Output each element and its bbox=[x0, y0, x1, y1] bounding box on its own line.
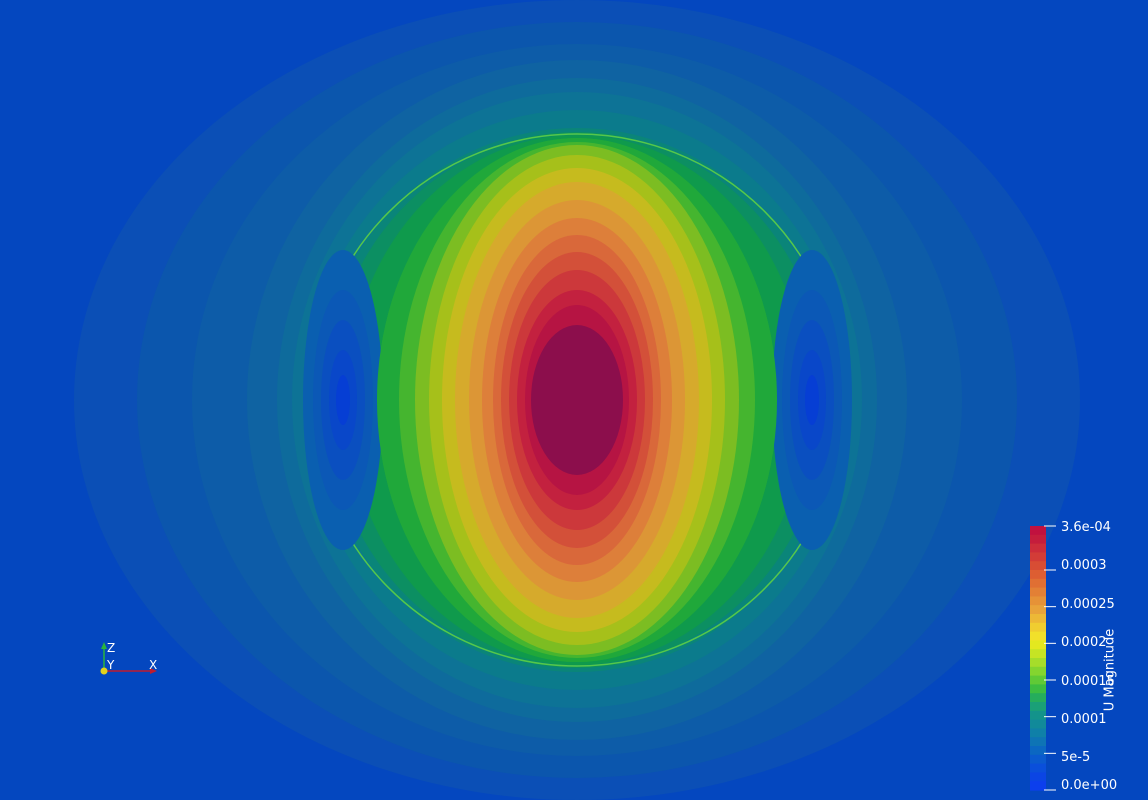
legend-band-0 bbox=[1030, 526, 1046, 536]
legend-band-22 bbox=[1030, 719, 1046, 729]
legend-band-21 bbox=[1030, 710, 1046, 721]
legend-band-1 bbox=[1030, 534, 1046, 545]
orientation-axes-arrows bbox=[100, 642, 157, 675]
color-legend: 3.6e-04 0.0003 0.00025 0.0002 0.00015 0.… bbox=[1028, 520, 1148, 795]
legend-tick-0.00025: 0.00025 bbox=[1061, 597, 1115, 612]
legend-band-23 bbox=[1030, 728, 1046, 738]
legend-band-25 bbox=[1030, 746, 1046, 756]
orientation-axes: Z Y X bbox=[95, 638, 165, 683]
legend-band-5 bbox=[1030, 570, 1046, 580]
legend-band-14 bbox=[1030, 649, 1046, 659]
core-band-23 bbox=[531, 325, 623, 475]
color-legend-bar bbox=[1030, 525, 1056, 791]
left-vortex-band-4 bbox=[336, 375, 350, 425]
legend-band-7 bbox=[1030, 587, 1046, 597]
legend-band-26 bbox=[1030, 754, 1046, 765]
legend-band-13 bbox=[1030, 640, 1046, 650]
legend-band-18 bbox=[1030, 684, 1046, 694]
legend-band-3 bbox=[1030, 552, 1046, 562]
legend-tick-max: 3.6e-04 bbox=[1061, 520, 1111, 535]
legend-tick-0.0002: 0.0002 bbox=[1061, 635, 1107, 650]
legend-band-6 bbox=[1030, 578, 1046, 589]
legend-band-19 bbox=[1030, 693, 1046, 703]
legend-band-20 bbox=[1030, 702, 1046, 712]
legend-tick-0.0003: 0.0003 bbox=[1061, 558, 1107, 573]
legend-title: U Magnitude bbox=[1102, 628, 1118, 712]
axis-label-x: X bbox=[149, 658, 158, 672]
legend-band-9 bbox=[1030, 605, 1046, 615]
legend-band-2 bbox=[1030, 543, 1046, 553]
legend-band-15 bbox=[1030, 658, 1046, 668]
legend-band-28 bbox=[1030, 772, 1046, 782]
legend-band-4 bbox=[1030, 561, 1046, 571]
legend-band-27 bbox=[1030, 763, 1046, 773]
legend-band-8 bbox=[1030, 596, 1046, 606]
legend-band-17 bbox=[1030, 675, 1046, 685]
legend-band-16 bbox=[1030, 666, 1046, 677]
legend-band-11 bbox=[1030, 622, 1046, 633]
legend-tick-0.00015: 0.00015 bbox=[1061, 674, 1115, 689]
legend-band-24 bbox=[1030, 737, 1046, 747]
legend-tick-min: 0.0e+00 bbox=[1061, 778, 1118, 793]
right-vortex-band-4 bbox=[805, 375, 819, 425]
legend-tick-0.0001: 0.0001 bbox=[1061, 712, 1107, 727]
axis-label-y: Y bbox=[107, 658, 115, 672]
legend-tick-5e-5: 5e-5 bbox=[1061, 750, 1091, 765]
legend-band-10 bbox=[1030, 614, 1046, 624]
legend-band-29 bbox=[1030, 781, 1046, 791]
axis-label-z: Z bbox=[107, 641, 116, 655]
legend-band-12 bbox=[1030, 631, 1046, 641]
